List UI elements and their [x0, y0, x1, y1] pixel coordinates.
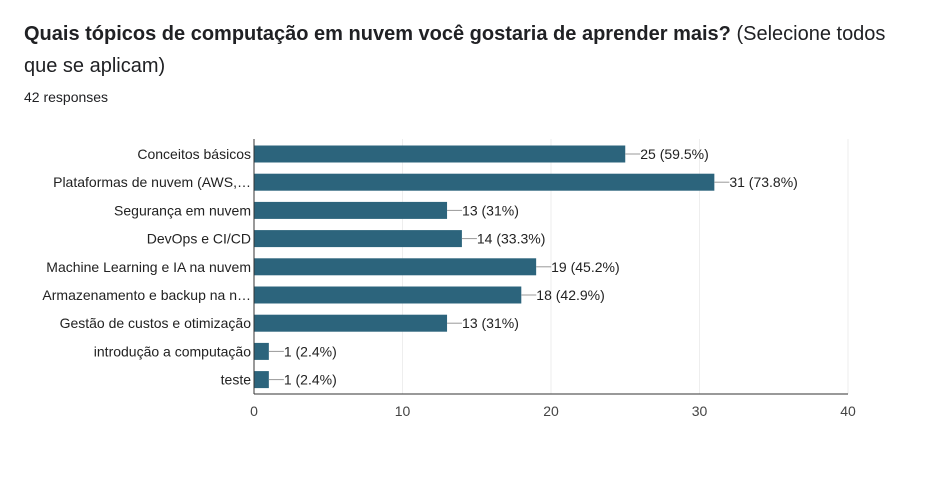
data-label: 14 (33.3%): [477, 231, 545, 247]
bar: [254, 286, 522, 304]
category-label: Gestão de custos e otimização: [60, 315, 252, 331]
x-tick-label: 0: [250, 403, 258, 419]
bar: [254, 201, 448, 219]
bar: [254, 342, 269, 360]
category-label: DevOps e CI/CD: [147, 231, 251, 247]
bar: [254, 173, 715, 191]
data-label: 13 (31%): [462, 202, 519, 218]
x-tick-label: 40: [840, 403, 856, 419]
x-tick-label: 20: [543, 403, 559, 419]
data-label: 25 (59.5%): [640, 146, 708, 162]
question-title-main: Quais tópicos de computação em nuvem voc…: [24, 23, 731, 45]
bar: [254, 314, 448, 332]
data-label: 18 (42.9%): [536, 287, 604, 303]
data-label: 1 (2.4%): [284, 343, 337, 359]
x-tick-label: 10: [395, 403, 411, 419]
bar: [254, 145, 626, 163]
category-label: Machine Learning e IA na nuvem: [46, 259, 251, 275]
data-label: 31 (73.8%): [729, 174, 797, 190]
data-label: 13 (31%): [462, 315, 519, 331]
data-label: 19 (45.2%): [551, 259, 619, 275]
x-tick-label: 30: [692, 403, 708, 419]
category-label: introdução a computação: [94, 343, 251, 359]
bar: [254, 371, 269, 389]
question-title-hint: (Selecione todos que se aplicam): [24, 23, 886, 77]
category-label: Plataformas de nuvem (AWS,…: [53, 174, 251, 190]
category-label: Armazenamento e backup na n…: [42, 287, 251, 303]
question-title: Quais tópicos de computação em nuvem voc…: [24, 18, 904, 82]
bar: [254, 258, 537, 276]
category-label: Conceitos básicos: [137, 146, 251, 162]
data-label: 1 (2.4%): [284, 372, 337, 388]
response-count: 42 responses: [24, 89, 109, 105]
category-label: Segurança em nuvem: [114, 202, 251, 218]
category-label: teste: [221, 372, 252, 388]
bar: [254, 230, 462, 248]
